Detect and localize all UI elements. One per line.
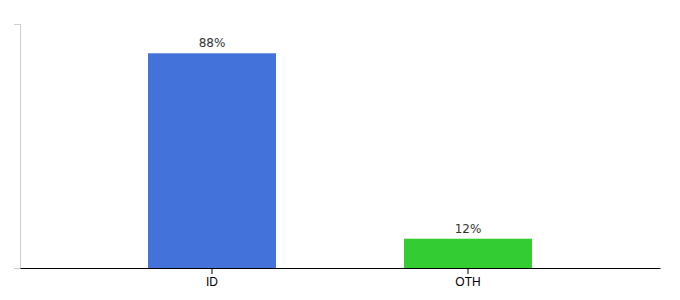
x-tick: ID: [206, 268, 218, 289]
x-tick-label: OTH: [455, 275, 480, 289]
bar: [148, 53, 276, 268]
x-axis-line: [21, 268, 661, 269]
y-axis: [14, 25, 21, 269]
data-labels: 88% 12%: [199, 36, 482, 235]
plot: ID OTH 88% 12%: [14, 25, 661, 289]
y-axis-line: [14, 25, 21, 269]
chart: ID OTH 88% 12%: [0, 0, 680, 300]
x-tick-mark: [212, 268, 213, 274]
data-label: 12%: [455, 222, 482, 236]
bar: [404, 239, 532, 268]
x-tick-label: ID: [206, 275, 218, 289]
x-tick-mark: [468, 268, 469, 274]
data-label: 88%: [199, 36, 226, 50]
bars: [148, 53, 532, 268]
x-tick: OTH: [455, 268, 480, 289]
x-axis: ID OTH: [21, 268, 661, 289]
